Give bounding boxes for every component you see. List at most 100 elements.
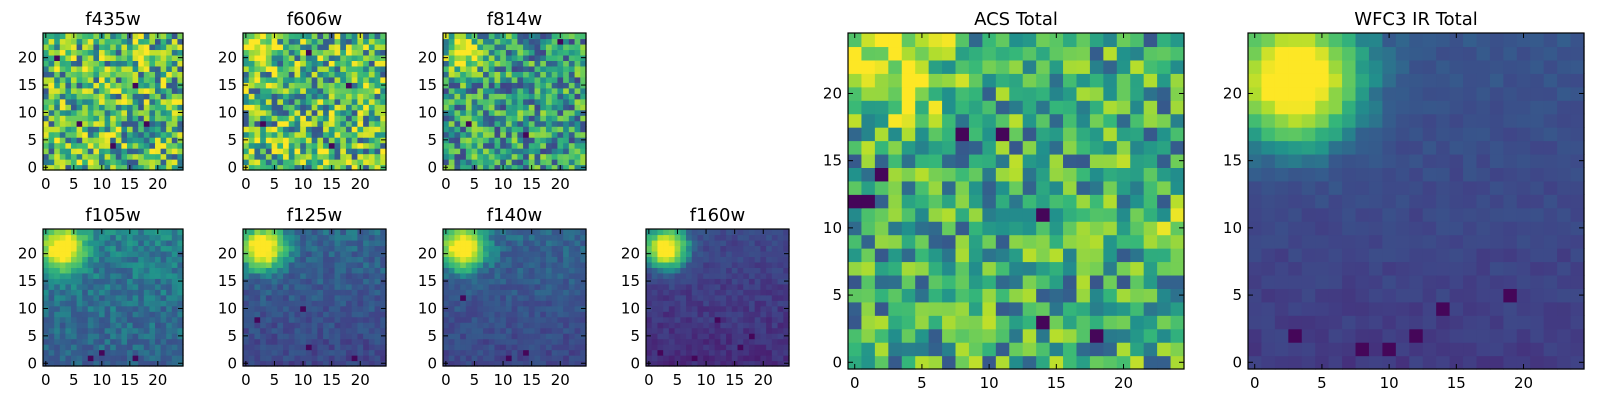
heatmap-cell: [534, 148, 541, 155]
heatmap-cell: [848, 274, 863, 289]
heatmap-cell: [138, 245, 145, 252]
heatmap-cell: [523, 311, 530, 318]
heatmap-cell: [288, 245, 296, 252]
heatmap-cell: [311, 327, 318, 334]
heatmap-cell: [82, 159, 89, 166]
heatmap-cell: [511, 153, 518, 160]
heatmap-cell: [59, 322, 66, 329]
heatmap-cell: [568, 316, 576, 323]
heatmap-cell: [540, 344, 547, 351]
heatmap-cell: [54, 294, 61, 301]
heatmap-cell: [697, 322, 704, 329]
heatmap-cell: [500, 159, 507, 166]
heatmap-cell: [477, 137, 484, 144]
heatmap-cell: [328, 65, 336, 72]
heatmap-cell: [65, 250, 72, 257]
heatmap-cell: [511, 250, 518, 257]
heatmap-cell: [271, 126, 278, 133]
heatmap-cell: [115, 142, 122, 149]
heatmap-cell: [300, 327, 307, 334]
heatmap-cell: [59, 164, 66, 171]
heatmap-cell: [115, 54, 122, 61]
heatmap-cell: [127, 109, 134, 116]
heatmap-cell: [580, 120, 587, 127]
heatmap-cell: [697, 333, 704, 340]
heatmap-cell: [294, 93, 301, 100]
heatmap-cell: [714, 360, 721, 367]
y-tick-label: 5: [227, 327, 237, 345]
heatmap-cell: [288, 294, 296, 301]
heatmap-cell: [132, 87, 139, 94]
heatmap-cell: [563, 245, 570, 252]
heatmap-cell: [574, 164, 581, 171]
heatmap-cell: [714, 316, 721, 323]
heatmap-cell: [374, 239, 381, 247]
heatmap-cell: [511, 267, 518, 274]
heatmap-cell: [243, 104, 250, 111]
heatmap-cell: [1170, 248, 1185, 263]
heatmap-cell: [511, 322, 518, 329]
heatmap-cell: [149, 148, 156, 155]
heatmap-cell: [488, 333, 496, 340]
heatmap-cell: [1103, 328, 1118, 343]
heatmap-cell: [59, 338, 66, 345]
heatmap-cell: [82, 333, 89, 340]
heatmap-cell: [374, 54, 381, 61]
heatmap-cell: [534, 153, 541, 160]
heatmap-cell: [110, 229, 117, 236]
heatmap-cell: [1130, 221, 1145, 236]
heatmap-cell: [942, 274, 957, 289]
heatmap-cell: [76, 109, 83, 116]
heatmap-cell: [177, 87, 184, 94]
heatmap-cell: [93, 305, 100, 312]
heatmap-cell: [277, 98, 284, 105]
heatmap-cell: [517, 234, 524, 241]
heatmap-cell: [737, 272, 744, 279]
heatmap-cell: [104, 283, 111, 290]
heatmap-cell: [300, 65, 307, 72]
heatmap-cell: [534, 87, 541, 94]
heatmap-cell: [132, 76, 139, 83]
heatmap-cell: [534, 300, 541, 307]
heatmap-cell: [43, 256, 50, 263]
heatmap-cell: [488, 261, 496, 268]
heatmap-cell: [160, 159, 167, 166]
heatmap-cell: [265, 349, 273, 356]
heatmap-cell: [59, 239, 66, 247]
heatmap-cell: [76, 93, 83, 100]
heatmap-cell: [82, 316, 89, 323]
heatmap-cell: [686, 327, 693, 334]
heatmap-cell: [323, 98, 330, 105]
heatmap-cell: [351, 250, 358, 257]
heatmap-cell: [477, 159, 484, 166]
heatmap-cell: [65, 300, 72, 307]
heatmap-cell: [115, 60, 122, 67]
heatmap-cell: [1130, 328, 1145, 343]
heatmap-cell: [574, 120, 581, 127]
heatmap-cell: [528, 327, 536, 334]
heatmap-cell: [557, 338, 564, 345]
heatmap-cell: [127, 82, 134, 89]
heatmap-cell: [334, 344, 341, 351]
heatmap-cell: [465, 120, 473, 127]
heatmap-cell: [545, 229, 553, 236]
heatmap-cell: [465, 76, 473, 83]
heatmap-cell: [374, 289, 381, 296]
heatmap-cell: [248, 115, 256, 122]
heatmap-cell: [551, 98, 558, 105]
heatmap-cell: [328, 305, 336, 312]
heatmap-cell: [104, 311, 111, 318]
heatmap-cell: [149, 283, 156, 290]
heatmap-cell: [357, 87, 364, 94]
heatmap-cell: [888, 248, 903, 263]
heatmap-cell: [697, 360, 704, 367]
heatmap-cell: [305, 76, 313, 83]
heatmap-cell: [448, 234, 456, 241]
heatmap-cell: [982, 288, 997, 303]
heatmap-cell: [254, 87, 261, 94]
heatmap-cell: [861, 315, 876, 330]
heatmap-cell: [149, 98, 156, 105]
heatmap-cell: [674, 300, 681, 307]
heatmap-cell: [357, 98, 364, 105]
heatmap-cell: [517, 137, 524, 144]
